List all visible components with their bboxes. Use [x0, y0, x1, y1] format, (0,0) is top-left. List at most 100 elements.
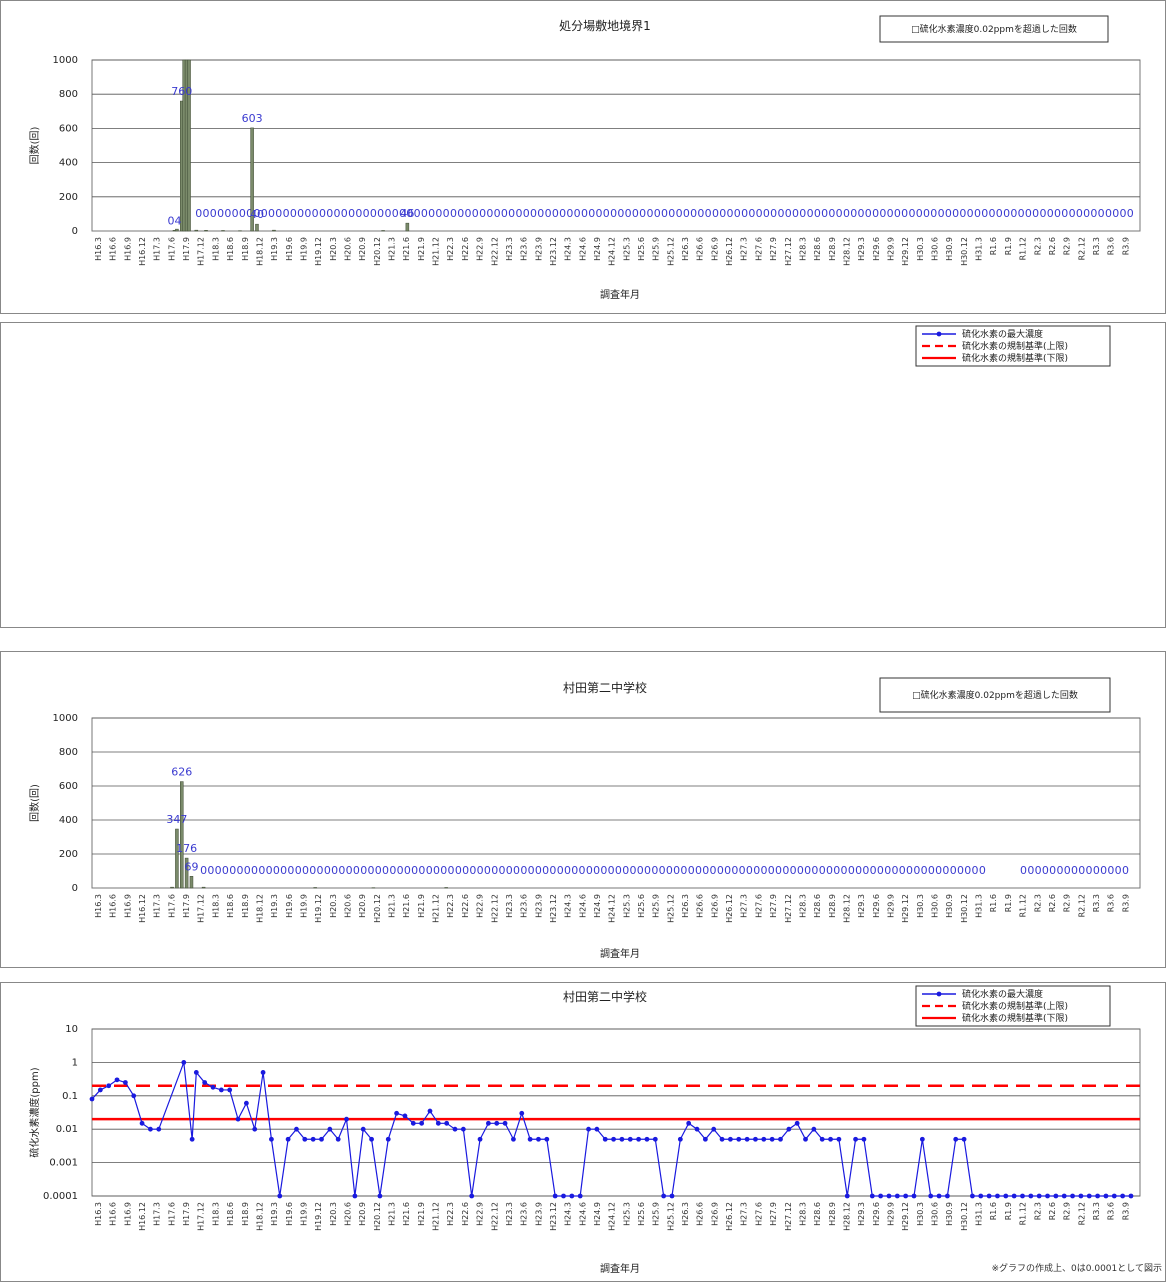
x-tick-label: H18.9 — [241, 894, 250, 918]
zero-data-label: 0 — [828, 207, 835, 220]
data-point — [444, 1120, 450, 1126]
zero-data-label: 0 — [397, 864, 404, 877]
x-tick-label: R1.6 — [989, 894, 998, 912]
y-tick-label: 0.0001 — [43, 1191, 78, 1202]
zero-data-label: 0 — [777, 207, 784, 220]
zero-data-label: 0 — [207, 864, 214, 877]
data-point — [156, 1126, 162, 1132]
zero-data-label: 0 — [1105, 207, 1112, 220]
x-tick-label: H16.9 — [123, 237, 132, 261]
zero-data-label: 0 — [545, 207, 552, 220]
footnote: ※グラフの作成上、0は0.0001として図示 — [992, 1262, 1163, 1274]
x-tick-label: H23.9 — [534, 894, 543, 918]
data-point — [744, 1136, 750, 1142]
zero-data-label: 0 — [571, 864, 578, 877]
zero-data-label: 0 — [200, 864, 207, 877]
data-point — [1128, 1193, 1134, 1199]
x-tick-label: H24.9 — [593, 894, 602, 918]
x-tick-label: H29.3 — [857, 1202, 866, 1226]
x-tick-label: H18.9 — [241, 1202, 250, 1226]
data-point — [460, 1126, 466, 1132]
x-tick-label: H20.12 — [373, 894, 382, 923]
x-tick-label: H19.9 — [299, 1202, 308, 1226]
zero-data-label: 0 — [564, 864, 571, 877]
x-tick-label: H20.9 — [358, 1202, 367, 1226]
chart-panel-boundary-bar: 処分場敷地境界1 調査年月 回数(回) H16.3 H16.6 H16.9 H16.12 H1… — [0, 0, 1166, 314]
x-tick-label: H21.12 — [432, 237, 441, 266]
data-point — [644, 1136, 650, 1142]
x-tick-label: R1.12 — [1019, 894, 1028, 917]
y-tick-label: 0.001 — [49, 1158, 78, 1169]
zero-data-label: 0 — [297, 207, 304, 220]
zero-data-label: 0 — [697, 207, 704, 220]
zero-data-label: 0 — [1039, 207, 1046, 220]
x-axis-label: 調査年月 — [600, 288, 640, 301]
x-tick-label: H28.9 — [828, 237, 837, 261]
data-point — [477, 1136, 483, 1142]
zero-data-label: 0 — [377, 207, 384, 220]
zero-data-label: 0 — [472, 207, 479, 220]
x-tick-label: H29.6 — [872, 894, 881, 918]
x-tick-label: R3.3 — [1092, 237, 1101, 255]
zero-data-label: 0 — [1069, 207, 1076, 220]
x-tick-label: H29.9 — [887, 237, 896, 261]
data-point — [953, 1136, 959, 1142]
data-label: 603 — [242, 112, 263, 125]
x-tick-label: H24.6 — [578, 1202, 587, 1226]
zero-data-label: 0 — [486, 207, 493, 220]
data-point — [385, 1136, 391, 1142]
zero-data-label: 0 — [210, 207, 217, 220]
zero-data-label: 0 — [807, 207, 814, 220]
zero-data-label: 0 — [331, 864, 338, 877]
data-point — [694, 1126, 700, 1132]
x-tick-label: H26.9 — [710, 894, 719, 918]
zero-data-label: 0 — [1071, 864, 1078, 877]
x-tick-label: H23.6 — [520, 1202, 529, 1226]
x-tick-label: H25.12 — [666, 1202, 675, 1231]
x-tick-label: R2.12 — [1077, 237, 1086, 260]
zero-data-label: 0 — [746, 864, 753, 877]
data-point — [1061, 1193, 1067, 1199]
zero-data-label: 0 — [549, 864, 556, 877]
zero-data-label: 0 — [775, 864, 782, 877]
zero-data-label: 0 — [581, 207, 588, 220]
data-point — [369, 1136, 374, 1142]
data-point — [936, 1193, 942, 1199]
x-tick-label: H21.9 — [417, 894, 426, 918]
x-tick-label: H29.9 — [887, 894, 896, 918]
zero-data-label: 0 — [1035, 864, 1042, 877]
y-tick-label: 600 — [59, 781, 78, 792]
x-tick-label: H18.6 — [226, 1202, 235, 1226]
zero-data-label: 0 — [1042, 864, 1049, 877]
data-point — [836, 1136, 842, 1142]
zero-data-label: 0 — [593, 864, 600, 877]
x-tick-label: H26.3 — [681, 1202, 690, 1226]
y-tick-label: 0 — [72, 883, 78, 894]
zero-data-label: 0 — [1010, 207, 1017, 220]
zero-data-label: 0 — [979, 864, 986, 877]
data-point — [319, 1136, 324, 1142]
data-label: 04 — [167, 214, 181, 227]
x-tick-label: H23.6 — [520, 237, 529, 261]
data-point — [677, 1136, 683, 1142]
x-tick-label: H30.9 — [945, 1202, 954, 1226]
x-tick-label: R2.9 — [1063, 1202, 1072, 1220]
x-tick-label: H27.12 — [784, 1202, 793, 1231]
data-point — [218, 1087, 224, 1093]
x-tick-label: H21.6 — [402, 237, 411, 261]
zero-data-label: 0 — [1064, 864, 1071, 877]
x-tick-label: H30.12 — [960, 237, 969, 266]
zero-data-label: 0 — [360, 864, 367, 877]
x-tick-label: H22.6 — [461, 1202, 470, 1226]
zero-data-label: 0 — [222, 864, 229, 877]
x-tick-label: H26.9 — [710, 1202, 719, 1226]
x-tick-label: H22.3 — [446, 894, 455, 918]
zero-data-label: 0 — [268, 207, 275, 220]
zero-data-label: 0 — [523, 207, 530, 220]
data-point — [344, 1116, 349, 1122]
x-tick-label: H22.6 — [461, 894, 470, 918]
zero-data-label: 0 — [610, 207, 617, 220]
x-tick-label: H24.12 — [608, 237, 617, 266]
x-tick-label: H19.3 — [270, 894, 279, 918]
